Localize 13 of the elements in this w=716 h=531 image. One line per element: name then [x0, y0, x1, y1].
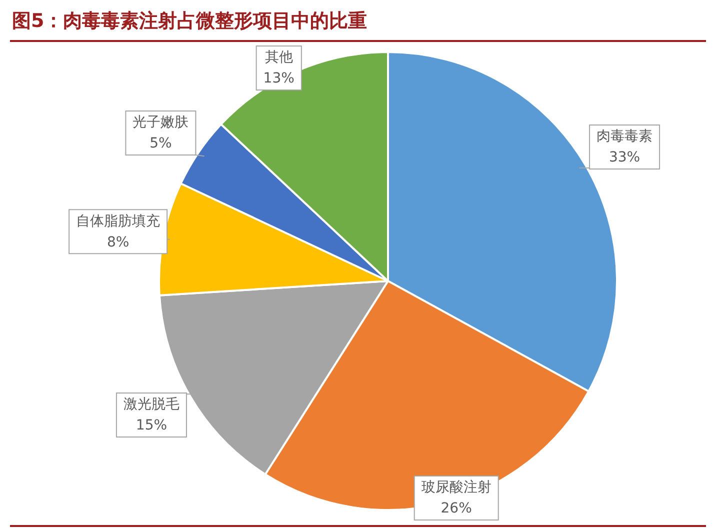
slice-label: 肉毒毒素 — [596, 128, 653, 145]
data-label: 13% — [263, 70, 294, 87]
data-label: 33% — [608, 150, 640, 166]
slice-label: 激光脱毛 — [123, 396, 180, 413]
data-label: 26% — [440, 500, 472, 517]
data-label: 8% — [106, 234, 130, 250]
slice-label: 自体脂肪填充 — [76, 213, 160, 230]
slice-label: 光子嫩肤 — [132, 114, 189, 131]
data-label: 5% — [150, 136, 172, 152]
slice-label: 其他 — [264, 50, 293, 66]
slice-label: 玻尿酸注射 — [421, 480, 492, 496]
chart-title: 图5：肉毒毒素注射占微整形项目中的比重 — [12, 9, 368, 34]
data-label: 15% — [136, 418, 168, 434]
